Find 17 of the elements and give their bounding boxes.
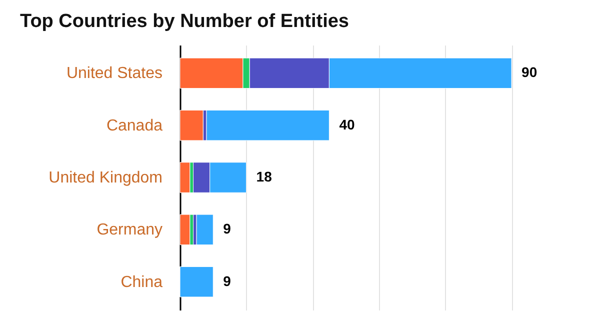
annotation: 18 <box>256 168 272 184</box>
y-tick-label: China <box>120 274 163 291</box>
bar <box>206 110 330 141</box>
bar <box>180 214 190 246</box>
annotation: 90 <box>522 64 538 80</box>
y-tick-label: United Kingdom <box>48 170 162 186</box>
bar <box>180 162 190 193</box>
bar <box>196 214 214 246</box>
y-tick-label: Canada <box>106 117 163 134</box>
y-tick-label: Germany <box>96 222 162 239</box>
bar <box>180 266 214 298</box>
annotation: 40 <box>339 116 355 132</box>
chart-title: Top Countries by Number of Entities <box>20 11 349 32</box>
annotation: 9 <box>223 272 232 289</box>
y-tick-label: United States <box>66 65 162 82</box>
bar <box>180 110 204 141</box>
annotation: 9 <box>223 220 232 237</box>
